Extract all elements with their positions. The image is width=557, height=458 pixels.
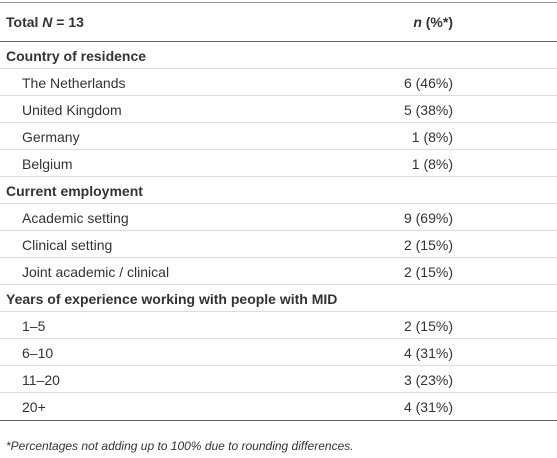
row-label: 1–5 [22,318,46,334]
table-row: 6–10 4 (31%) [0,339,557,366]
table-row: 1–5 2 (15%) [0,312,557,339]
section-title: Current employment [6,183,143,199]
row-label: 6–10 [22,345,54,361]
table-row: Belgium 1 (8%) [0,150,557,177]
row-label: Germany [22,129,80,145]
section-row: Current employment [0,177,557,204]
row-value: 2 (15%) [403,237,453,253]
row-label: United Kingdom [22,102,122,118]
row-label: The Netherlands [22,75,126,91]
row-value: 6 (46%) [403,75,453,91]
section-row: Years of experience working with people … [0,285,557,312]
row-label: Clinical setting [22,237,113,253]
section-title: Years of experience working with people … [6,291,338,307]
row-value: 4 (31%) [403,345,453,361]
table-body: Country of residence The Netherlands 6 (46… [0,42,557,421]
table-row: Academic setting 9 (69%) [0,204,557,231]
table-row: Germany 1 (8%) [0,123,557,150]
row-value: 2 (15%) [403,318,453,334]
row-value: 2 (15%) [403,264,453,280]
row-label: 20+ [22,399,46,415]
header-text: (%*) [421,14,453,30]
table-row: 11–20 3 (23%) [0,366,557,393]
row-value: 1 (8%) [411,156,453,172]
row-value: 1 (8%) [411,129,453,145]
table-row: United Kingdom 5 (38%) [0,96,557,123]
header-var: N [42,14,53,30]
header-n: n (%*) [413,14,453,30]
header-row: Total N = 13 n (%*) [0,2,557,42]
table-row: 20+ 4 (31%) [0,393,557,420]
row-value: 5 (38%) [403,102,453,118]
row-label: 11–20 [22,372,60,388]
table-row: The Netherlands 6 (46%) [0,69,557,96]
table-row: Joint academic / clinical 2 (15%) [0,258,557,285]
row-label: Belgium [22,156,73,172]
section-row: Country of residence [0,42,557,69]
table-row: Clinical setting 2 (15%) [0,231,557,258]
header-text: Total [6,14,43,30]
row-value: 4 (31%) [403,399,453,415]
row-value: 3 (23%) [403,372,453,388]
row-label: Joint academic / clinical [22,264,170,280]
header-var: n [413,14,422,30]
header-text: = 13 [52,14,84,30]
header-total: Total N = 13 [6,14,84,30]
row-label: Academic setting [22,210,129,226]
section-title: Country of residence [6,48,147,64]
footnote: *Percentages not adding up to 100% due t… [6,439,354,453]
row-value: 9 (69%) [403,210,453,226]
